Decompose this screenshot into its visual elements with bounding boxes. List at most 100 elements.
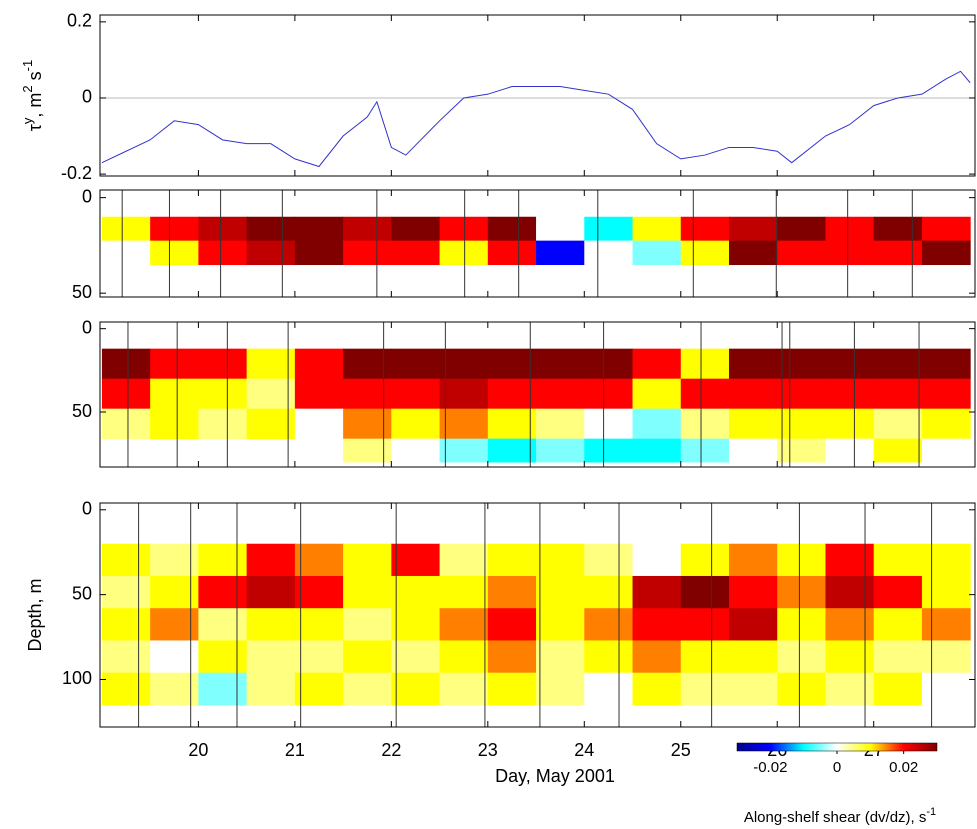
heat-cell (728, 543, 778, 577)
heat-cell (728, 378, 778, 410)
heat-cell (487, 216, 537, 242)
heat-cell (728, 575, 778, 609)
y-tick-label: 0 (82, 186, 92, 206)
heat-cell (921, 575, 971, 609)
heat-cell (101, 378, 151, 410)
heat-cell (391, 348, 441, 380)
heat-cell (150, 348, 199, 380)
heat-cell (487, 378, 537, 410)
panel (101, 503, 971, 727)
heat-cell (343, 348, 392, 380)
heat-cell (777, 672, 826, 706)
heat-cell (150, 640, 199, 674)
label-part: 2 (20, 85, 35, 92)
x-tick-label: 25 (671, 740, 691, 760)
heat-cell (632, 640, 682, 674)
heat-cell (343, 543, 392, 577)
heat-cell (246, 408, 296, 440)
heat-cell (198, 608, 248, 641)
heat-cell (632, 216, 682, 242)
heat-cell (584, 216, 634, 242)
heat-cell (728, 672, 778, 706)
heat-cell (680, 640, 730, 674)
heat-cell (632, 575, 682, 609)
heat-cell (246, 608, 296, 641)
heat-cell (728, 608, 778, 641)
heat-cell (584, 672, 634, 706)
heat-cell (198, 378, 248, 410)
heat-cell (777, 216, 826, 242)
heat-cell (439, 408, 489, 440)
heat-cell (150, 575, 199, 609)
heat-cell (198, 240, 248, 266)
heat-cell (198, 408, 248, 440)
heat-cell (150, 408, 199, 440)
heat-cell (101, 672, 151, 706)
heat-cell (777, 640, 826, 674)
heat-cell (246, 672, 296, 706)
heat-cell (101, 216, 151, 242)
heat-cell (391, 378, 441, 410)
y-tick-label: 50 (72, 583, 92, 603)
heat-cell (777, 378, 826, 410)
heat-cell (536, 438, 585, 463)
heat-cell (198, 216, 248, 242)
heat-cell (632, 408, 682, 440)
y-tick-label: 50 (72, 282, 92, 302)
heat-cell (536, 575, 585, 609)
heat-cell (825, 640, 875, 674)
axes-box (99, 502, 976, 728)
heat-cell (246, 575, 296, 609)
heat-cell (101, 575, 151, 609)
heat-cell (439, 438, 489, 463)
label-part: -1 (20, 60, 35, 72)
colorbar-tick-label: -0.02 (753, 759, 787, 776)
heat-cell (439, 672, 489, 706)
heat-cell (680, 543, 730, 577)
heat-cell (246, 348, 296, 380)
y-tick-label: 50 (72, 401, 92, 421)
heat-cell (343, 408, 392, 440)
heat-cell (487, 543, 537, 577)
heat-cell (921, 378, 971, 410)
heat-cell (536, 640, 585, 674)
heat-cell (150, 216, 199, 242)
heat-cell (777, 408, 826, 440)
heat-cell (294, 640, 344, 674)
heat-cell (584, 348, 634, 380)
heat-cell (632, 608, 682, 641)
heat-cell (632, 348, 682, 380)
heat-cell (343, 216, 392, 242)
heat-cell (246, 543, 296, 577)
heat-cell (150, 672, 199, 706)
heat-cell (101, 640, 151, 674)
heat-cell (825, 240, 875, 266)
heat-cell (294, 575, 344, 609)
heat-cell (439, 575, 489, 609)
heat-cell (487, 348, 537, 380)
x-axis-label: Day, May 2001 (495, 766, 615, 786)
heat-cell (873, 575, 923, 609)
heat-cell (101, 608, 151, 641)
heat-cell (439, 378, 489, 410)
heat-cell (680, 240, 730, 266)
heat-cell (536, 216, 585, 242)
label-part: s (25, 71, 45, 85)
label-part: , m (25, 93, 45, 118)
y-tick-label: 0 (82, 87, 92, 107)
heat-cell (150, 378, 199, 410)
heat-cell (777, 543, 826, 577)
heat-cell (487, 408, 537, 440)
heat-cell (921, 672, 971, 706)
heat-cell (439, 216, 489, 242)
heat-cell (536, 543, 585, 577)
heat-cell (777, 575, 826, 609)
heat-cell (777, 438, 826, 463)
heat-cell (391, 672, 441, 706)
panel (101, 190, 971, 297)
heat-cell (536, 608, 585, 641)
heat-cell (825, 348, 875, 380)
heat-cell (391, 575, 441, 609)
heat-cell (294, 348, 344, 380)
heat-cell (777, 240, 826, 266)
